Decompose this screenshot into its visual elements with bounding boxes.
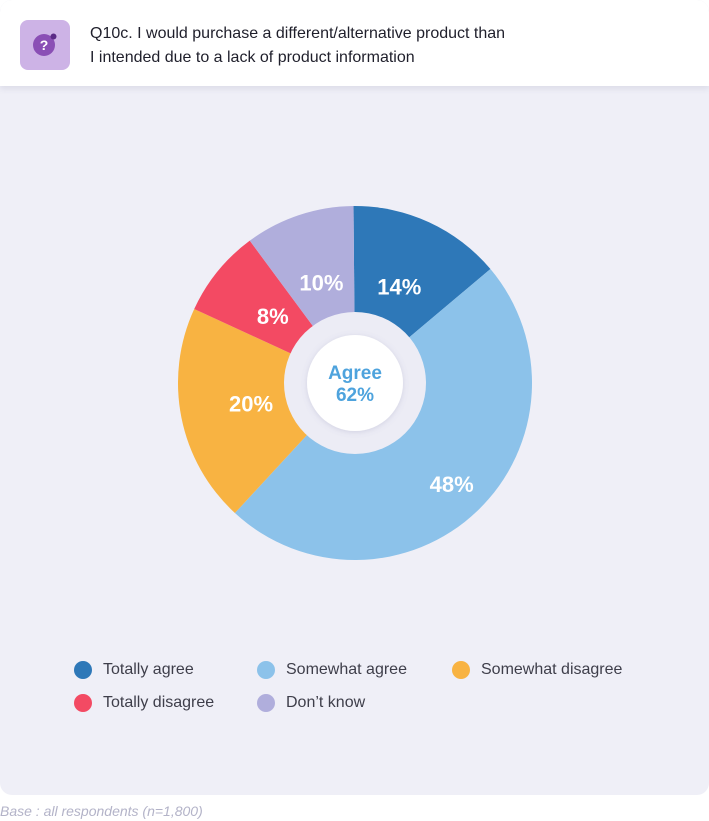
question-text: Q10c. I would purchase a different/alter… — [90, 25, 506, 66]
svg-text:?: ? — [40, 37, 49, 53]
data-label-somewhat-agree: 48% — [430, 472, 474, 497]
legend-item-dont-know: Don’t know — [257, 691, 365, 715]
legend-label-totally-disagree: Totally disagree — [103, 694, 215, 711]
legend-item-somewhat-disagree: Somewhat disagree — [452, 658, 622, 682]
legend-label-dont-know: Don’t know — [286, 694, 366, 711]
legend-label-totally-agree: Totally agree — [103, 661, 194, 678]
legend-item-totally-agree: Totally agree — [74, 658, 194, 682]
legend-swatch-somewhat-disagree — [452, 661, 470, 679]
data-label-somewhat-disagree: 20% — [229, 392, 273, 417]
donut-hole — [307, 335, 403, 431]
legend-swatch-totally-agree — [74, 661, 92, 679]
legend-label-somewhat-agree: Somewhat agree — [286, 661, 407, 678]
legend-swatch-somewhat-agree — [257, 661, 275, 679]
legend-item-somewhat-agree: Somewhat agree — [257, 658, 407, 682]
question-header: ? Q10c. I would purchase a different/alt… — [0, 0, 709, 86]
legend-item-totally-disagree: Totally disagree — [74, 691, 214, 715]
data-label-totally-agree: 14% — [377, 275, 421, 300]
center-label-title: Agree — [328, 363, 382, 384]
slice-somewhat-disagree — [177, 308, 355, 514]
legend-swatch-dont-know — [257, 694, 275, 712]
legend-label-somewhat-disagree: Somewhat disagree — [481, 661, 623, 678]
legend-swatch-totally-disagree — [74, 694, 92, 712]
question-mark-icon: ? — [20, 20, 70, 70]
center-label-value: 62% — [336, 385, 374, 406]
base-note: Base : all respondents (n=1,800) — [0, 803, 203, 819]
data-label-don-t-know: 10% — [299, 270, 343, 295]
chart-card: ? Q10c. I would purchase a different/alt… — [0, 0, 709, 795]
data-label-totally-disagree: 8% — [257, 304, 289, 329]
